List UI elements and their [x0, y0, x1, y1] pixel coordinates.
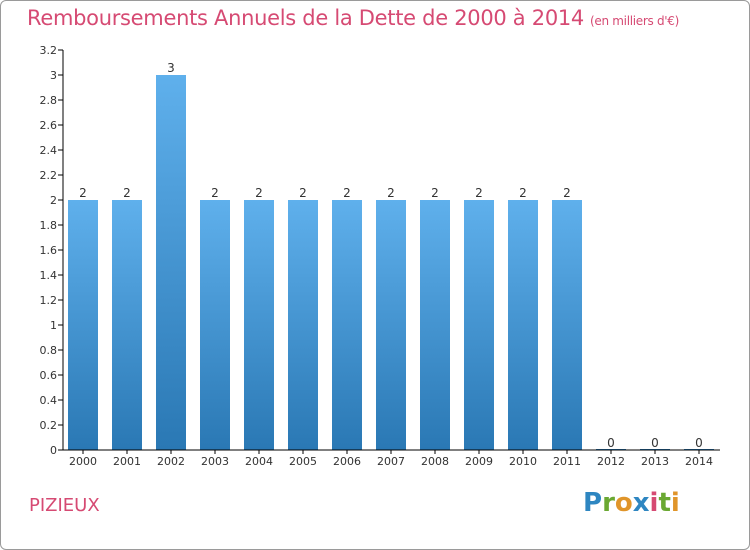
data-label-2009: 2 [475, 186, 483, 200]
data-label-2010: 2 [519, 186, 527, 200]
logo-letter: t [658, 488, 671, 518]
y-tick-label: 1 [50, 319, 57, 332]
x-tick-label-2011: 2011 [553, 455, 581, 468]
bar-2002 [156, 75, 186, 450]
logo-letter: o [614, 488, 633, 518]
bar-2009 [464, 200, 494, 450]
y-tick-label: 0.6 [40, 369, 58, 382]
data-label-2002: 3 [167, 61, 175, 75]
y-tick-label: 1.2 [40, 294, 58, 307]
x-tick-label-2008: 2008 [421, 455, 449, 468]
logo-letter: r [602, 488, 615, 518]
data-label-2005: 2 [299, 186, 307, 200]
data-label-2003: 2 [211, 186, 219, 200]
logo-letter: i [649, 488, 659, 518]
data-label-2001: 2 [123, 186, 131, 200]
y-tick-label: 2 [50, 194, 57, 207]
y-tick-label: 3.2 [40, 44, 58, 57]
x-tick-label-2004: 2004 [245, 455, 273, 468]
x-tick-label-2001: 2001 [113, 455, 141, 468]
data-label-2011: 2 [563, 186, 571, 200]
x-tick-label-2009: 2009 [465, 455, 493, 468]
data-label-2000: 2 [79, 186, 87, 200]
bar-2007 [376, 200, 406, 450]
y-tick-label: 2.2 [40, 169, 58, 182]
y-tick-label: 2.6 [40, 119, 58, 132]
x-tick-label-2000: 2000 [69, 455, 97, 468]
bar-2011 [552, 200, 582, 450]
bar-2008 [420, 200, 450, 450]
logo-letter: x [632, 488, 650, 518]
x-tick-label-2005: 2005 [289, 455, 317, 468]
x-tick-label-2007: 2007 [377, 455, 405, 468]
x-tick-label-2003: 2003 [201, 455, 229, 468]
bar-2005 [288, 200, 318, 450]
y-tick-label: 0.2 [40, 419, 58, 432]
y-tick-label: 0.8 [40, 344, 58, 357]
unit-label: (en milliers d'€) [590, 14, 680, 28]
data-label-2008: 2 [431, 186, 439, 200]
logo-letter: P [583, 488, 603, 518]
chart-title: Remboursements Annuels de la Dette de 20… [27, 6, 679, 30]
y-tick-label: 2.4 [40, 144, 58, 157]
proxiti-logo: Proxiti [583, 488, 680, 518]
bar-2001 [112, 200, 142, 450]
data-label-2004: 2 [255, 186, 263, 200]
data-label-2014: 0 [695, 436, 703, 450]
x-tick-label-2014: 2014 [685, 455, 713, 468]
bar-2000 [68, 200, 98, 450]
data-label-2007: 2 [387, 186, 395, 200]
y-tick-label: 0 [50, 444, 57, 457]
x-tick-label-2006: 2006 [333, 455, 361, 468]
bar-2010 [508, 200, 538, 450]
chart-title-text: Remboursements Annuels de la Dette de 20… [27, 6, 584, 30]
data-label-2006: 2 [343, 186, 351, 200]
y-tick-label: 1.6 [40, 244, 58, 257]
data-label-2013: 0 [651, 436, 659, 450]
y-tick-label: 1.8 [40, 219, 58, 232]
y-tick-label: 1.4 [40, 269, 58, 282]
commune-name: PIZIEUX [29, 495, 100, 516]
x-tick-label-2012: 2012 [597, 455, 625, 468]
y-tick-label: 2.8 [40, 94, 58, 107]
y-tick-label: 0.4 [40, 394, 58, 407]
x-tick-label-2013: 2013 [641, 455, 669, 468]
data-label-2012: 0 [607, 436, 615, 450]
bar-2006 [332, 200, 362, 450]
y-tick-label: 3 [50, 69, 57, 82]
bar-2004 [244, 200, 274, 450]
x-tick-label-2002: 2002 [157, 455, 185, 468]
x-tick-label-2010: 2010 [509, 455, 537, 468]
bar-2003 [200, 200, 230, 450]
logo-letter: i [670, 488, 680, 518]
